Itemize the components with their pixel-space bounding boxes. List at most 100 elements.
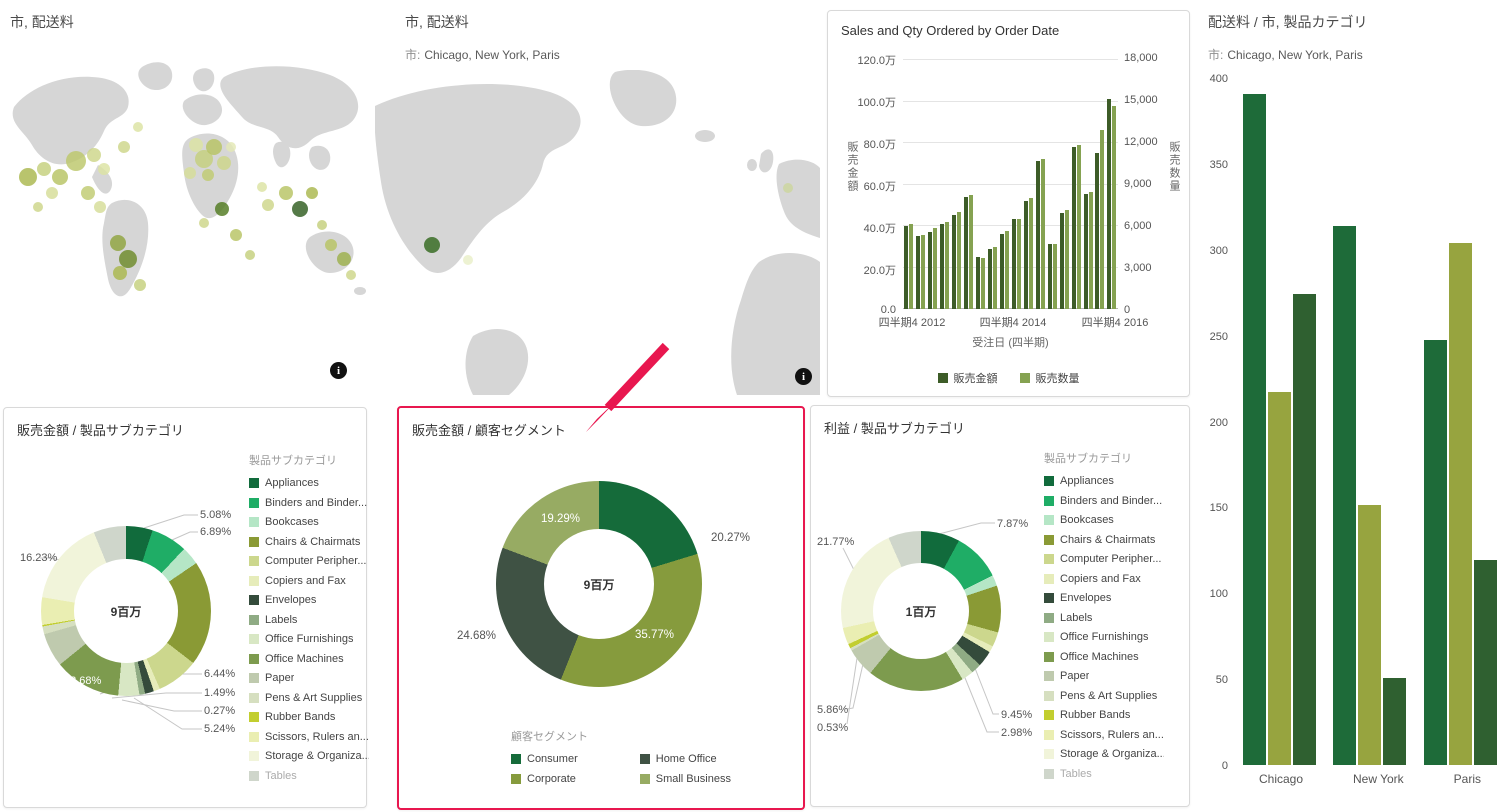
bar[interactable]: [1112, 106, 1117, 309]
city-bubble[interactable]: [94, 201, 106, 213]
legend-item[interactable]: Chairs & Chairmats: [1044, 534, 1164, 546]
legend-item[interactable]: Copiers and Fax: [249, 575, 369, 587]
legend-item[interactable]: Appliances: [249, 477, 369, 489]
city-bubble[interactable]: [46, 187, 58, 199]
city-bubble[interactable]: [783, 183, 793, 193]
bar[interactable]: [916, 236, 921, 309]
legend-item[interactable]: Computer Peripher...: [249, 555, 369, 567]
bar[interactable]: [933, 228, 938, 309]
legend-item[interactable]: 販売数量: [1019, 370, 1080, 386]
city-bubble[interactable]: [230, 229, 242, 241]
city-bubble[interactable]: [119, 250, 137, 268]
bar[interactable]: [1292, 294, 1316, 765]
bar[interactable]: [969, 195, 974, 309]
bar[interactable]: [945, 221, 950, 309]
bar[interactable]: [1242, 93, 1266, 765]
city-bubble[interactable]: [206, 139, 222, 155]
city-bubble[interactable]: [424, 237, 440, 253]
bar[interactable]: [952, 215, 957, 309]
legend-item[interactable]: Chairs & Chairmats: [249, 536, 369, 548]
city-bubble[interactable]: [245, 250, 255, 260]
legend-item[interactable]: Tables: [1044, 768, 1164, 780]
city-bubble[interactable]: [215, 202, 229, 216]
city-bubble[interactable]: [337, 252, 351, 266]
bar[interactable]: [999, 234, 1004, 309]
legend-item[interactable]: Pens & Art Supplies: [249, 692, 369, 704]
city-bubble[interactable]: [52, 169, 68, 185]
bar[interactable]: [1095, 152, 1100, 309]
city-bubble[interactable]: [98, 163, 110, 175]
bar[interactable]: [1424, 340, 1448, 765]
bar[interactable]: [940, 223, 945, 309]
legend-item[interactable]: Office Furnishings: [249, 633, 369, 645]
legend-item[interactable]: Computer Peripher...: [1044, 553, 1164, 565]
city-bubble[interactable]: [118, 141, 130, 153]
info-icon[interactable]: i: [795, 368, 812, 385]
bar[interactable]: [1035, 161, 1040, 309]
legend-item[interactable]: Paper: [249, 672, 369, 684]
city-bubble[interactable]: [463, 255, 473, 265]
legend-item[interactable]: 販売金額: [937, 370, 998, 386]
legend-item[interactable]: Labels: [1044, 612, 1164, 624]
city-bubble[interactable]: [346, 270, 356, 280]
legend-item[interactable]: Envelopes: [1044, 592, 1164, 604]
bar[interactable]: [1100, 129, 1105, 309]
city-bubble[interactable]: [202, 169, 214, 181]
legend-item[interactable]: Office Furnishings: [1044, 631, 1164, 643]
bar[interactable]: [1383, 677, 1407, 765]
city-bubble[interactable]: [199, 218, 209, 228]
city-bubble[interactable]: [257, 182, 267, 192]
legend-item[interactable]: Corporate: [511, 773, 578, 785]
city-bubble[interactable]: [195, 150, 213, 168]
bar[interactable]: [909, 224, 914, 309]
city-bubble[interactable]: [217, 156, 231, 170]
legend-item[interactable]: Scissors, Rulers an...: [1044, 729, 1164, 741]
legend-item[interactable]: Bookcases: [1044, 514, 1164, 526]
bar[interactable]: [1004, 231, 1009, 309]
city-bubble[interactable]: [133, 122, 143, 132]
bar[interactable]: [1052, 243, 1057, 309]
bar[interactable]: [993, 246, 998, 309]
bar[interactable]: [928, 231, 933, 309]
city-bubble[interactable]: [37, 162, 51, 176]
legend-item[interactable]: Scissors, Rulers an...: [249, 731, 369, 743]
bar[interactable]: [1040, 159, 1045, 309]
legend-item[interactable]: Storage & Organiza...: [1044, 748, 1164, 760]
legend-item[interactable]: Appliances: [1044, 475, 1164, 487]
bar[interactable]: [1107, 98, 1112, 309]
bar[interactable]: [976, 256, 981, 309]
bar[interactable]: [1449, 242, 1473, 765]
city-bubble[interactable]: [325, 239, 337, 251]
legend-item[interactable]: Rubber Bands: [1044, 709, 1164, 721]
city-bubble[interactable]: [279, 186, 293, 200]
bar[interactable]: [1011, 219, 1016, 309]
region-bubble-map[interactable]: [375, 70, 820, 395]
legend-item[interactable]: Office Machines: [1044, 651, 1164, 663]
city-bubble[interactable]: [19, 168, 37, 186]
bar[interactable]: [921, 235, 926, 309]
donut-chart[interactable]: 9百万: [496, 481, 702, 687]
bar[interactable]: [1083, 194, 1088, 309]
bar[interactable]: [1267, 391, 1291, 765]
legend-item[interactable]: Pens & Art Supplies: [1044, 690, 1164, 702]
bar[interactable]: [1358, 504, 1382, 765]
legend-item[interactable]: Binders and Binder...: [249, 497, 369, 509]
info-icon[interactable]: i: [330, 362, 347, 379]
city-bubble[interactable]: [134, 279, 146, 291]
city-bubble[interactable]: [306, 187, 318, 199]
bar[interactable]: [1076, 145, 1081, 309]
city-bubble[interactable]: [113, 266, 127, 280]
city-bubble[interactable]: [226, 142, 236, 152]
legend-item[interactable]: Tables: [249, 770, 369, 782]
legend-item[interactable]: Small Business: [639, 773, 731, 785]
city-bubble[interactable]: [317, 220, 327, 230]
bar[interactable]: [1088, 192, 1093, 309]
bar[interactable]: [904, 225, 909, 309]
city-bubble[interactable]: [292, 201, 308, 217]
bar[interactable]: [1016, 218, 1021, 309]
city-bubble[interactable]: [110, 235, 126, 251]
city-bubble[interactable]: [81, 186, 95, 200]
bar[interactable]: [981, 257, 986, 309]
bar[interactable]: [1047, 244, 1052, 309]
bar[interactable]: [964, 196, 969, 309]
